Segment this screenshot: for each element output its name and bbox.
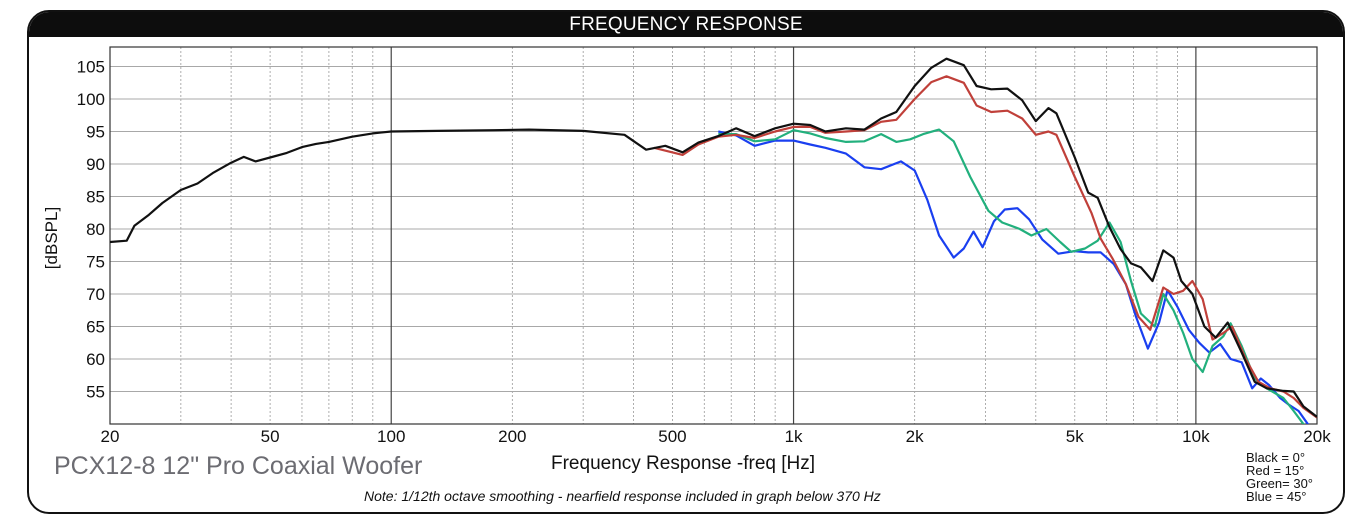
legend-entry-blue: Blue = 45° <box>1246 489 1307 504</box>
x-tick-label: 200 <box>498 427 526 446</box>
x-tick-label: 2k <box>906 427 924 446</box>
legend-entry-green: Green= 30° <box>1246 476 1313 491</box>
legend-entry-red: Red = 15° <box>1246 463 1305 478</box>
y-tick-label: 85 <box>86 188 105 207</box>
plot-area <box>110 47 1317 424</box>
series-line-green-30deg <box>718 128 1306 424</box>
y-tick-label: 80 <box>86 220 105 239</box>
x-axis-label: Frequency Response -freq [Hz] <box>551 453 816 474</box>
y-tick-label: 70 <box>86 285 105 304</box>
series-line-red-15deg <box>653 75 1317 419</box>
y-tick-label: 95 <box>86 123 105 142</box>
x-tick-label: 500 <box>658 427 686 446</box>
y-axis-label: [dBSPL] <box>42 206 61 270</box>
plot-border <box>109 46 1318 425</box>
legend: Black = 0° Red = 15° Green= 30° Blue = 4… <box>1246 451 1313 503</box>
legend-entry-black: Black = 0° <box>1246 450 1306 465</box>
series-line-black-0deg <box>110 57 1317 418</box>
x-tick-label: 50 <box>261 427 280 446</box>
y-tick-label: 90 <box>86 155 105 174</box>
x-tick-label: 20 <box>101 427 120 446</box>
y-tick-label: 100 <box>77 90 105 109</box>
x-tick-label: 5k <box>1066 427 1084 446</box>
y-tick-label: 75 <box>86 253 105 272</box>
product-name: PCX12-8 12" Pro Coaxial Woofer <box>54 452 423 480</box>
smoothing-note: Note: 1/12th octave smoothing - nearfiel… <box>364 488 881 504</box>
y-tick-label: 105 <box>77 58 105 77</box>
y-tick-label: 65 <box>86 318 105 337</box>
y-tick-label: 55 <box>86 383 105 402</box>
x-tick-label: 10k <box>1182 427 1210 446</box>
x-tick-label: 1k <box>785 427 803 446</box>
series-line-blue-45deg <box>718 130 1310 424</box>
x-tick-label: 20k <box>1303 427 1331 446</box>
chart-title: FREQUENCY RESPONSE <box>29 12 1343 37</box>
y-tick-label: 60 <box>86 350 105 369</box>
x-tick-label: 100 <box>377 427 405 446</box>
